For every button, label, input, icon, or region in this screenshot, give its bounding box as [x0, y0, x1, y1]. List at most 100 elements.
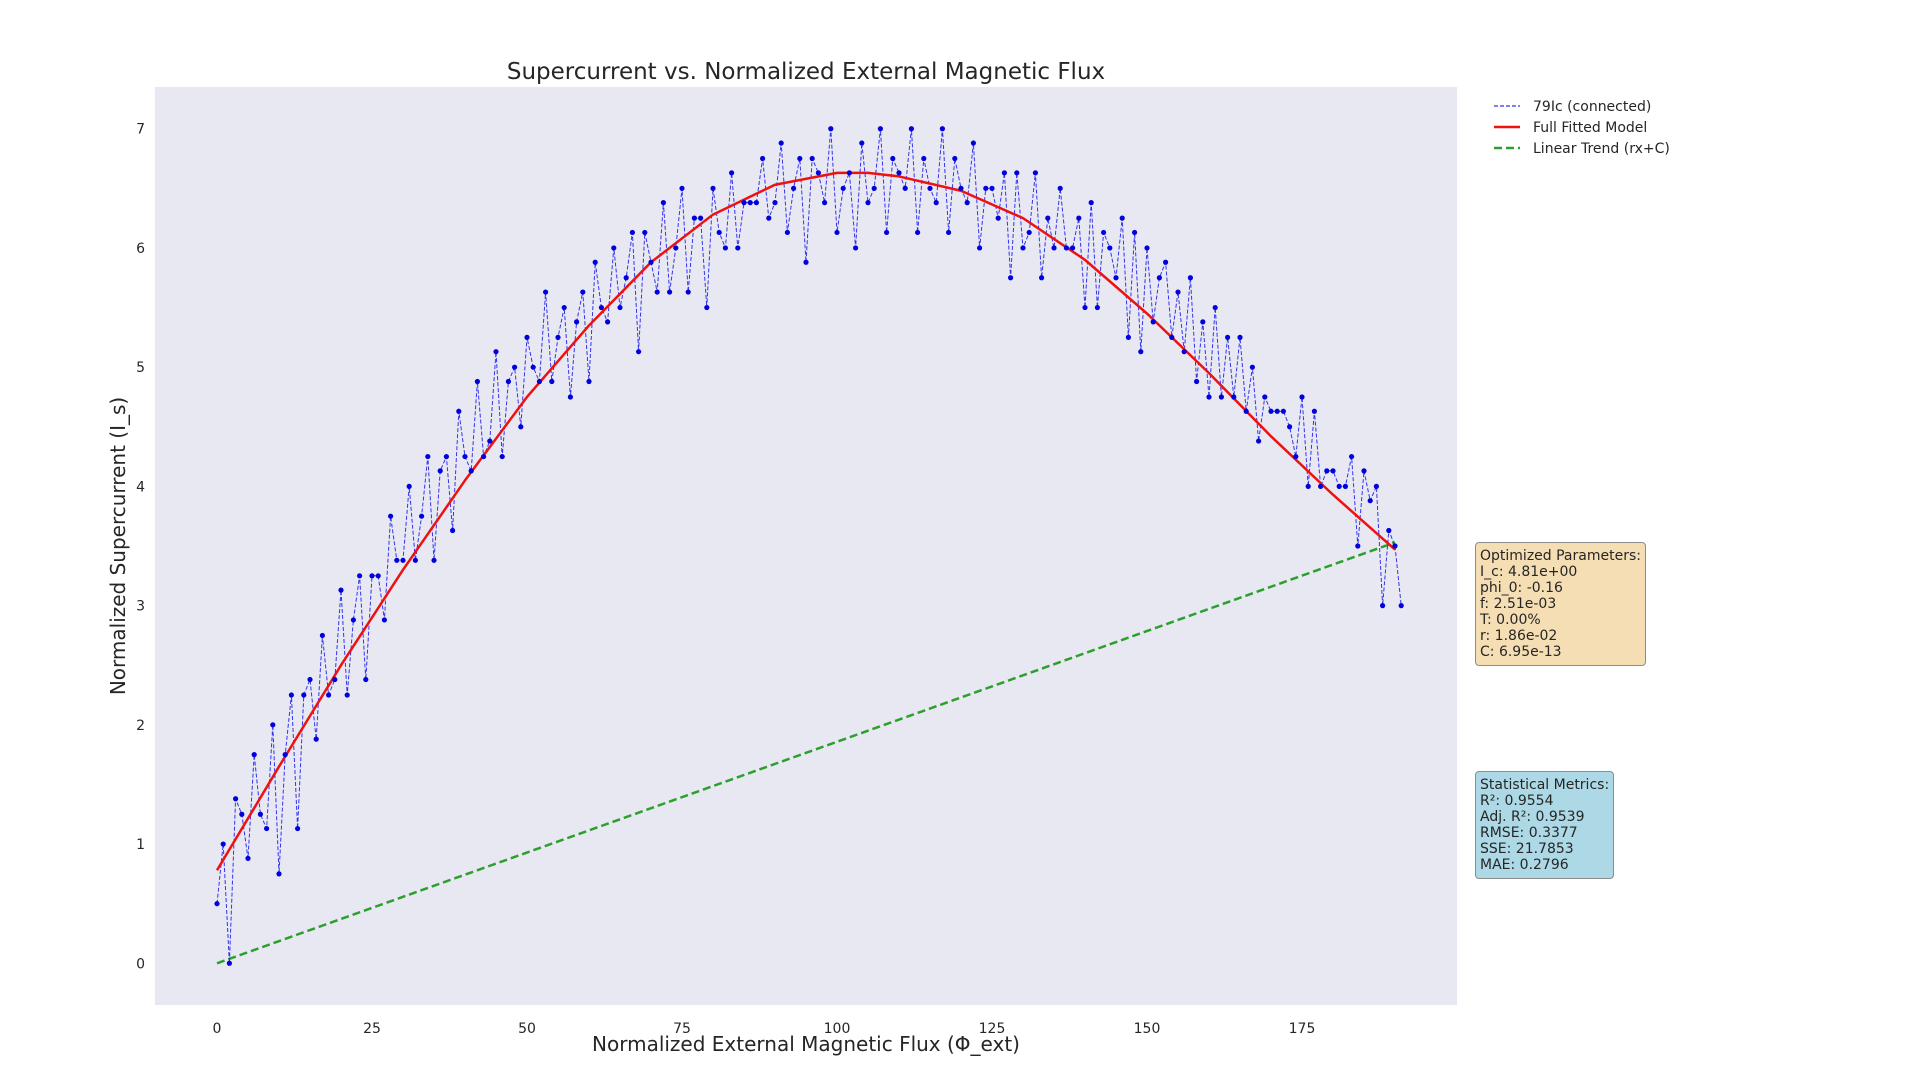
data-point: [412, 557, 418, 563]
data-point: [859, 140, 865, 146]
data-point: [1032, 170, 1038, 176]
data-point: [388, 513, 394, 519]
data-point: [698, 215, 704, 221]
metric-rmse: RMSE: 0.3377: [1480, 825, 1578, 841]
data-point: [1342, 483, 1348, 489]
data-point: [760, 155, 766, 162]
data-point: [970, 140, 977, 146]
data-point: [1070, 245, 1076, 251]
data-point: [958, 185, 964, 191]
data-point: [511, 364, 518, 370]
data-point: [1094, 304, 1100, 311]
data-point: [1014, 170, 1020, 176]
data-point: [1039, 275, 1045, 281]
data-point: [797, 155, 803, 162]
data-point: [933, 200, 939, 206]
y-axis-ticks: 0 1 2 3 4 5 6 7: [136, 122, 145, 973]
data-point: [251, 752, 257, 758]
data-point: [1231, 394, 1237, 400]
data-point: [239, 811, 245, 817]
series-line-data: [216, 128, 1402, 964]
data-point: [1020, 245, 1026, 251]
data-point: [220, 841, 226, 847]
data-point: [927, 185, 933, 191]
data-point: [561, 304, 567, 311]
data-point: [530, 364, 536, 370]
data-point: [1392, 543, 1398, 549]
chart-title: Supercurrent vs. Normalized External Mag…: [507, 59, 1105, 85]
data-point: [425, 453, 431, 460]
data-point: [629, 229, 636, 236]
data-point: [809, 155, 815, 162]
data-point: [1076, 215, 1082, 221]
data-point: [586, 378, 592, 385]
data-point: [474, 378, 480, 385]
data-point: [636, 349, 642, 355]
data-point: [605, 319, 611, 325]
data-point: [766, 215, 772, 221]
data-point: [1125, 334, 1131, 340]
metrics-title: Statistical Metrics:: [1480, 777, 1610, 793]
data-point: [865, 200, 871, 206]
metric-sse: SSE: 21.7853: [1480, 841, 1574, 857]
data-point: [952, 155, 958, 162]
data-point: [1262, 394, 1268, 400]
data-point: [667, 289, 673, 295]
x-tick-label: 50: [518, 1021, 536, 1037]
data-point: [400, 557, 406, 563]
data-point: [245, 855, 251, 861]
x-tick-label: 100: [824, 1021, 851, 1037]
data-point: [840, 185, 846, 191]
metric-adj-r2: Adj. R²: 0.9539: [1480, 809, 1585, 825]
y-tick-label: 7: [136, 122, 145, 138]
x-tick-label: 125: [979, 1021, 1006, 1037]
data-point: [1163, 259, 1169, 265]
data-point: [406, 483, 412, 489]
data-point: [1206, 394, 1212, 400]
data-point: [1355, 543, 1361, 549]
data-point: [623, 275, 629, 281]
data-point: [716, 229, 722, 236]
data-point: [753, 200, 760, 206]
data-point: [871, 185, 877, 191]
data-point: [685, 289, 691, 295]
data-point: [1373, 483, 1379, 489]
data-point: [257, 811, 263, 817]
data-point: [1218, 394, 1224, 400]
data-point: [524, 334, 530, 340]
data-point: [338, 587, 344, 593]
data-point: [493, 349, 499, 355]
data-point: [964, 200, 970, 206]
data-point: [1082, 304, 1088, 311]
data-point: [890, 155, 896, 162]
data-point: [574, 319, 580, 325]
data-point: [468, 468, 474, 474]
data-point: [1026, 229, 1032, 236]
data-point: [741, 200, 747, 206]
data-point: [1380, 603, 1386, 609]
data-point: [295, 825, 301, 832]
data-point: [431, 557, 437, 563]
data-point: [357, 573, 363, 579]
metric-mae: MAE: 0.2796: [1480, 857, 1569, 873]
data-point: [1225, 334, 1231, 340]
data-point: [1243, 408, 1249, 414]
x-tick-label: 175: [1289, 1021, 1316, 1037]
y-tick-label: 4: [136, 479, 145, 495]
data-point: [853, 245, 859, 251]
data-point: [443, 453, 449, 460]
data-point: [344, 692, 350, 698]
data-point: [803, 259, 809, 265]
x-axis-label: Normalized External Magnetic Flux (Φ_ext…: [592, 1032, 1020, 1056]
series-layer: [214, 126, 1404, 966]
data-point: [704, 304, 710, 311]
data-point: [499, 453, 505, 460]
data-point: [369, 573, 375, 579]
data-point: [450, 527, 456, 534]
data-point: [1367, 498, 1373, 504]
data-point: [394, 557, 400, 563]
data-point: [1293, 453, 1299, 460]
y-tick-label: 3: [136, 599, 145, 615]
data-point: [995, 215, 1001, 221]
